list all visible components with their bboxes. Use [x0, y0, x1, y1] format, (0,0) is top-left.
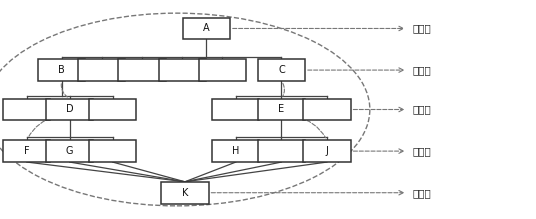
FancyBboxPatch shape — [3, 99, 50, 120]
Text: C: C — [278, 65, 285, 75]
Text: 第五层: 第五层 — [413, 188, 431, 198]
Text: B: B — [58, 65, 65, 75]
FancyBboxPatch shape — [258, 99, 305, 120]
Text: A: A — [203, 23, 210, 34]
FancyBboxPatch shape — [258, 140, 305, 162]
Text: 第二层: 第二层 — [413, 65, 431, 75]
Text: E: E — [278, 104, 285, 115]
Text: D: D — [66, 104, 73, 115]
FancyBboxPatch shape — [212, 99, 259, 120]
Text: 第四层: 第四层 — [413, 146, 431, 156]
FancyBboxPatch shape — [46, 99, 93, 120]
FancyBboxPatch shape — [118, 59, 166, 81]
FancyBboxPatch shape — [212, 140, 259, 162]
FancyBboxPatch shape — [78, 59, 125, 81]
Text: J: J — [325, 146, 329, 156]
FancyBboxPatch shape — [258, 59, 305, 81]
Text: K: K — [182, 188, 188, 198]
Text: 第三层: 第三层 — [413, 104, 431, 115]
FancyBboxPatch shape — [89, 140, 136, 162]
Text: G: G — [66, 146, 73, 156]
Text: F: F — [24, 146, 29, 156]
FancyBboxPatch shape — [159, 59, 206, 81]
FancyBboxPatch shape — [161, 182, 209, 204]
FancyBboxPatch shape — [38, 59, 85, 81]
FancyBboxPatch shape — [46, 140, 93, 162]
FancyBboxPatch shape — [303, 99, 351, 120]
FancyBboxPatch shape — [183, 18, 230, 39]
Text: H: H — [232, 146, 240, 156]
FancyBboxPatch shape — [199, 59, 246, 81]
FancyBboxPatch shape — [89, 99, 136, 120]
FancyBboxPatch shape — [3, 140, 50, 162]
FancyBboxPatch shape — [303, 140, 351, 162]
Text: 第一层: 第一层 — [413, 23, 431, 34]
